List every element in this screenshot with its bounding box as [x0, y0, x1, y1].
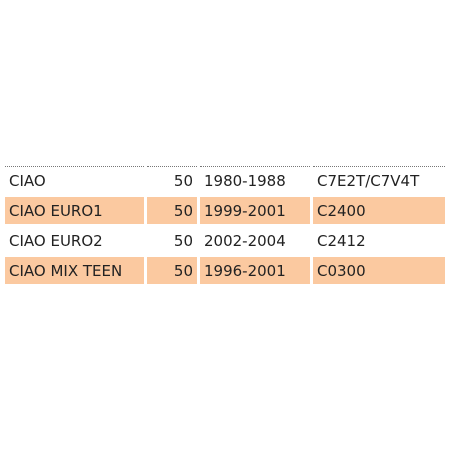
- table-cell: 1996-2001: [200, 257, 310, 284]
- table-row[interactable]: CIAO EURO1 50 1999-2001 C2400: [5, 197, 445, 224]
- table-cell: 50: [147, 197, 197, 224]
- table-cell: CIAO EURO2: [9, 231, 103, 250]
- table-row[interactable]: CIAO MIX TEEN 50 1996-2001 C0300: [5, 257, 445, 284]
- table-cell: CIAO EURO1: [5, 197, 144, 224]
- table-cell: C2400: [313, 197, 445, 224]
- table-cell: C0300: [313, 257, 445, 284]
- table-cell: 1999-2001: [200, 197, 310, 224]
- data-table: CIAO 50 1980-1988 C7E2T/C7V4T CIAO EURO1 50 19…: [2, 163, 448, 287]
- table-row[interactable]: CIAO EURO2 50 2002-2004 C2412: [5, 227, 445, 254]
- table-cell: 2002-2004: [204, 231, 286, 250]
- table-cell: 50: [173, 231, 193, 250]
- table-row[interactable]: CIAO 50 1980-1988 C7E2T/C7V4T: [5, 166, 445, 194]
- table-cell: CIAO: [5, 166, 144, 194]
- table-cell: C7E2T/C7V4T: [313, 166, 445, 194]
- table-cell: C2412: [317, 231, 366, 250]
- table-cell: 50: [147, 257, 197, 284]
- table-body: CIAO 50 1980-1988 C7E2T/C7V4T CIAO EURO1 50 19…: [5, 166, 445, 284]
- table-cell: CIAO MIX TEEN: [5, 257, 144, 284]
- table-cell: 1980-1988: [200, 166, 310, 194]
- table-cell: 50: [147, 166, 197, 194]
